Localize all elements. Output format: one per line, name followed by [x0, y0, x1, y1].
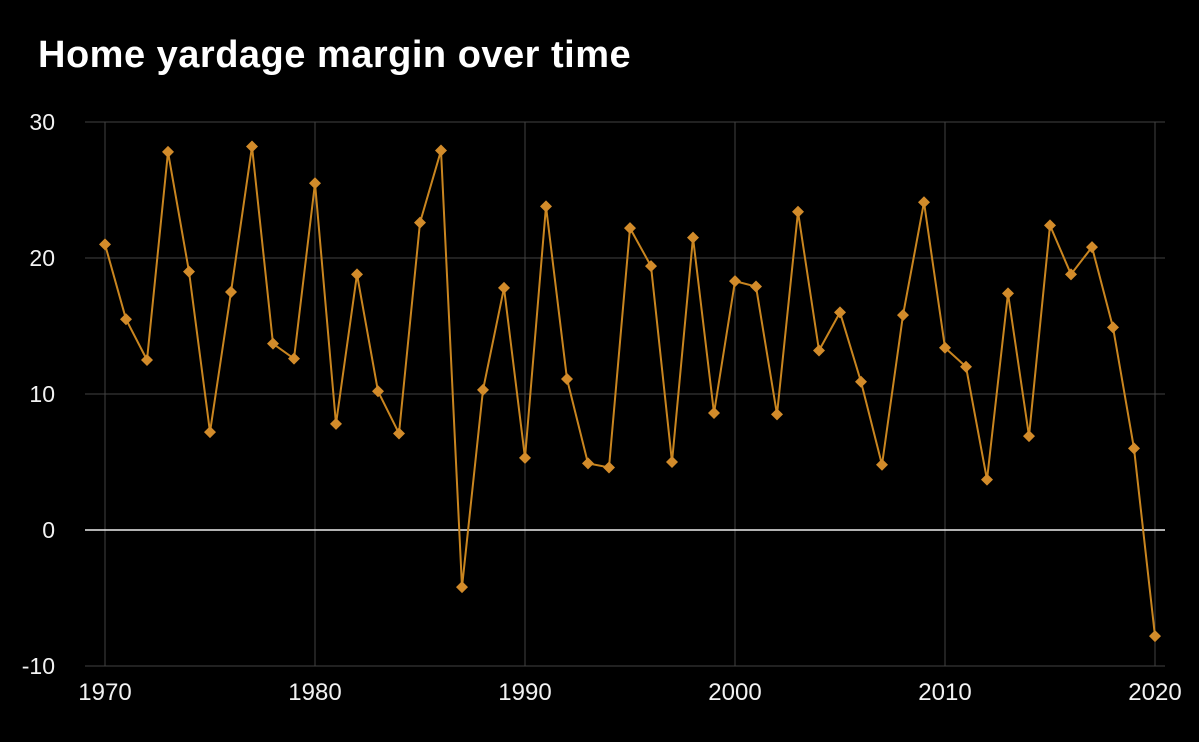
x-tick-label: 2000 — [708, 679, 761, 706]
data-point-marker — [771, 408, 783, 421]
data-point-marker — [435, 144, 447, 157]
y-tick-label: 20 — [29, 245, 55, 271]
data-point-marker — [267, 337, 279, 350]
y-tick-label: 30 — [29, 109, 55, 135]
series-line — [104, 145, 1156, 638]
data-point-marker — [1023, 430, 1035, 443]
data-point-marker — [141, 354, 153, 366]
data-point-marker — [1128, 442, 1140, 455]
y-tick-label: 0 — [42, 517, 55, 543]
data-point-marker — [99, 238, 111, 251]
data-point-marker — [372, 385, 384, 398]
data-point-marker — [876, 458, 888, 471]
data-point-marker — [1086, 241, 1098, 254]
data-point-marker — [498, 281, 510, 294]
data-point-marker — [414, 216, 426, 229]
data-point-marker — [393, 427, 405, 440]
data-point-marker — [330, 417, 342, 430]
data-point-marker — [204, 426, 216, 439]
data-point-marker — [1107, 321, 1119, 334]
data-point-marker — [183, 265, 195, 278]
data-point-marker — [1065, 268, 1077, 281]
data-point-marker — [666, 456, 678, 468]
x-tick-label: 2020 — [1128, 679, 1181, 706]
data-point-marker — [456, 581, 468, 594]
data-point-marker — [561, 373, 573, 386]
data-point-marker — [309, 177, 321, 190]
data-point-marker — [1149, 630, 1161, 643]
data-point-marker — [750, 280, 762, 293]
data-point-marker — [120, 313, 132, 326]
data-point-marker — [225, 286, 237, 298]
data-point-marker — [918, 196, 930, 209]
data-point-marker — [162, 145, 174, 158]
data-point-marker — [834, 306, 846, 319]
data-point-marker — [288, 352, 300, 365]
x-tick-label: 1970 — [78, 679, 131, 706]
data-point-marker — [981, 473, 993, 486]
x-tick-label: 1980 — [288, 679, 341, 706]
data-point-marker — [246, 140, 258, 153]
x-tick-label: 2010 — [918, 679, 971, 706]
chart-title: Home yardage margin over time — [38, 34, 632, 76]
data-point-marker — [540, 200, 552, 213]
data-point-marker — [1044, 219, 1056, 232]
data-point-marker — [792, 205, 804, 218]
data-point-marker — [477, 383, 489, 396]
data-point-marker — [813, 344, 825, 357]
data-point-marker — [603, 461, 615, 474]
data-point-marker — [519, 451, 531, 464]
data-point-marker — [582, 457, 594, 470]
data-point-marker — [351, 268, 363, 281]
x-tick-label: 1990 — [498, 679, 551, 706]
data-point-marker — [687, 231, 699, 244]
data-point-marker — [960, 360, 972, 373]
y-tick-label: -10 — [22, 653, 55, 679]
data-point-marker — [645, 260, 657, 273]
data-point-marker — [897, 309, 909, 322]
data-point-marker — [708, 407, 720, 420]
y-tick-label: 10 — [29, 381, 55, 407]
data-point-marker — [939, 341, 951, 354]
data-point-marker — [729, 275, 741, 288]
data-point-marker — [1002, 287, 1014, 300]
data-point-marker — [855, 375, 867, 388]
data-point-marker — [624, 222, 636, 235]
